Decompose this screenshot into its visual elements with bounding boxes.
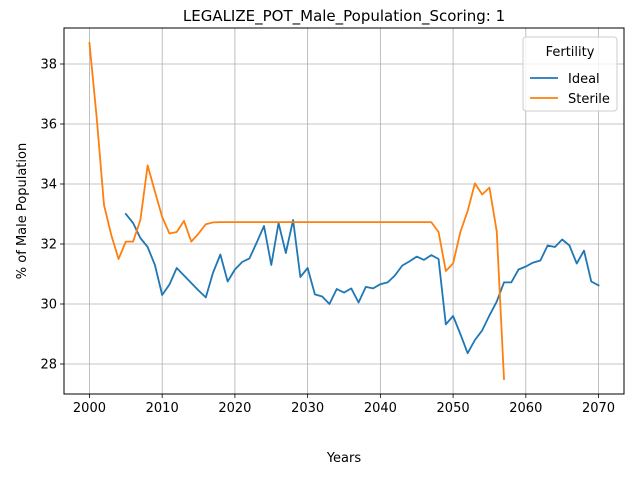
x-axis-label: Years: [326, 451, 362, 466]
legend: Fertility Ideal Sterile: [522, 36, 618, 112]
y-tick-label: 38: [40, 58, 57, 73]
plot-area-frame: [63, 27, 625, 395]
y-tick-label: 34: [40, 178, 57, 193]
x-tick-label: 2030: [291, 401, 324, 416]
legend-box: [522, 36, 618, 112]
x-tick-label: 2010: [146, 401, 179, 416]
series-line-sterile: [88, 42, 505, 380]
legend-title: Fertility: [546, 45, 595, 60]
y-tick-label: 30: [40, 298, 57, 313]
legend-label-sterile: Sterile: [568, 92, 610, 107]
series-line-ideal: [124, 212, 600, 355]
x-tick-label: 2060: [509, 401, 542, 416]
y-tick-label: 28: [40, 358, 57, 373]
legend-label-ideal: Ideal: [568, 72, 600, 87]
tick-layer: 2000 2010 2020 2030 2040 2050 2060 2070 28 30 32 34…: [40, 58, 615, 417]
y-axis-label: % of Male Population: [15, 143, 30, 279]
y-tick-label: 36: [40, 118, 57, 133]
x-tick-label: 2020: [218, 401, 251, 416]
x-tick-label: 2000: [73, 401, 106, 416]
y-tick-label: 32: [40, 238, 57, 253]
x-tick-label: 2040: [364, 401, 397, 416]
chart-title: LEGALIZE_POT_Male_Population_Scoring: 1: [183, 7, 505, 26]
x-tick-label: 2050: [437, 401, 470, 416]
x-tick-label: 2070: [582, 401, 615, 416]
series-layer: [88, 42, 600, 380]
